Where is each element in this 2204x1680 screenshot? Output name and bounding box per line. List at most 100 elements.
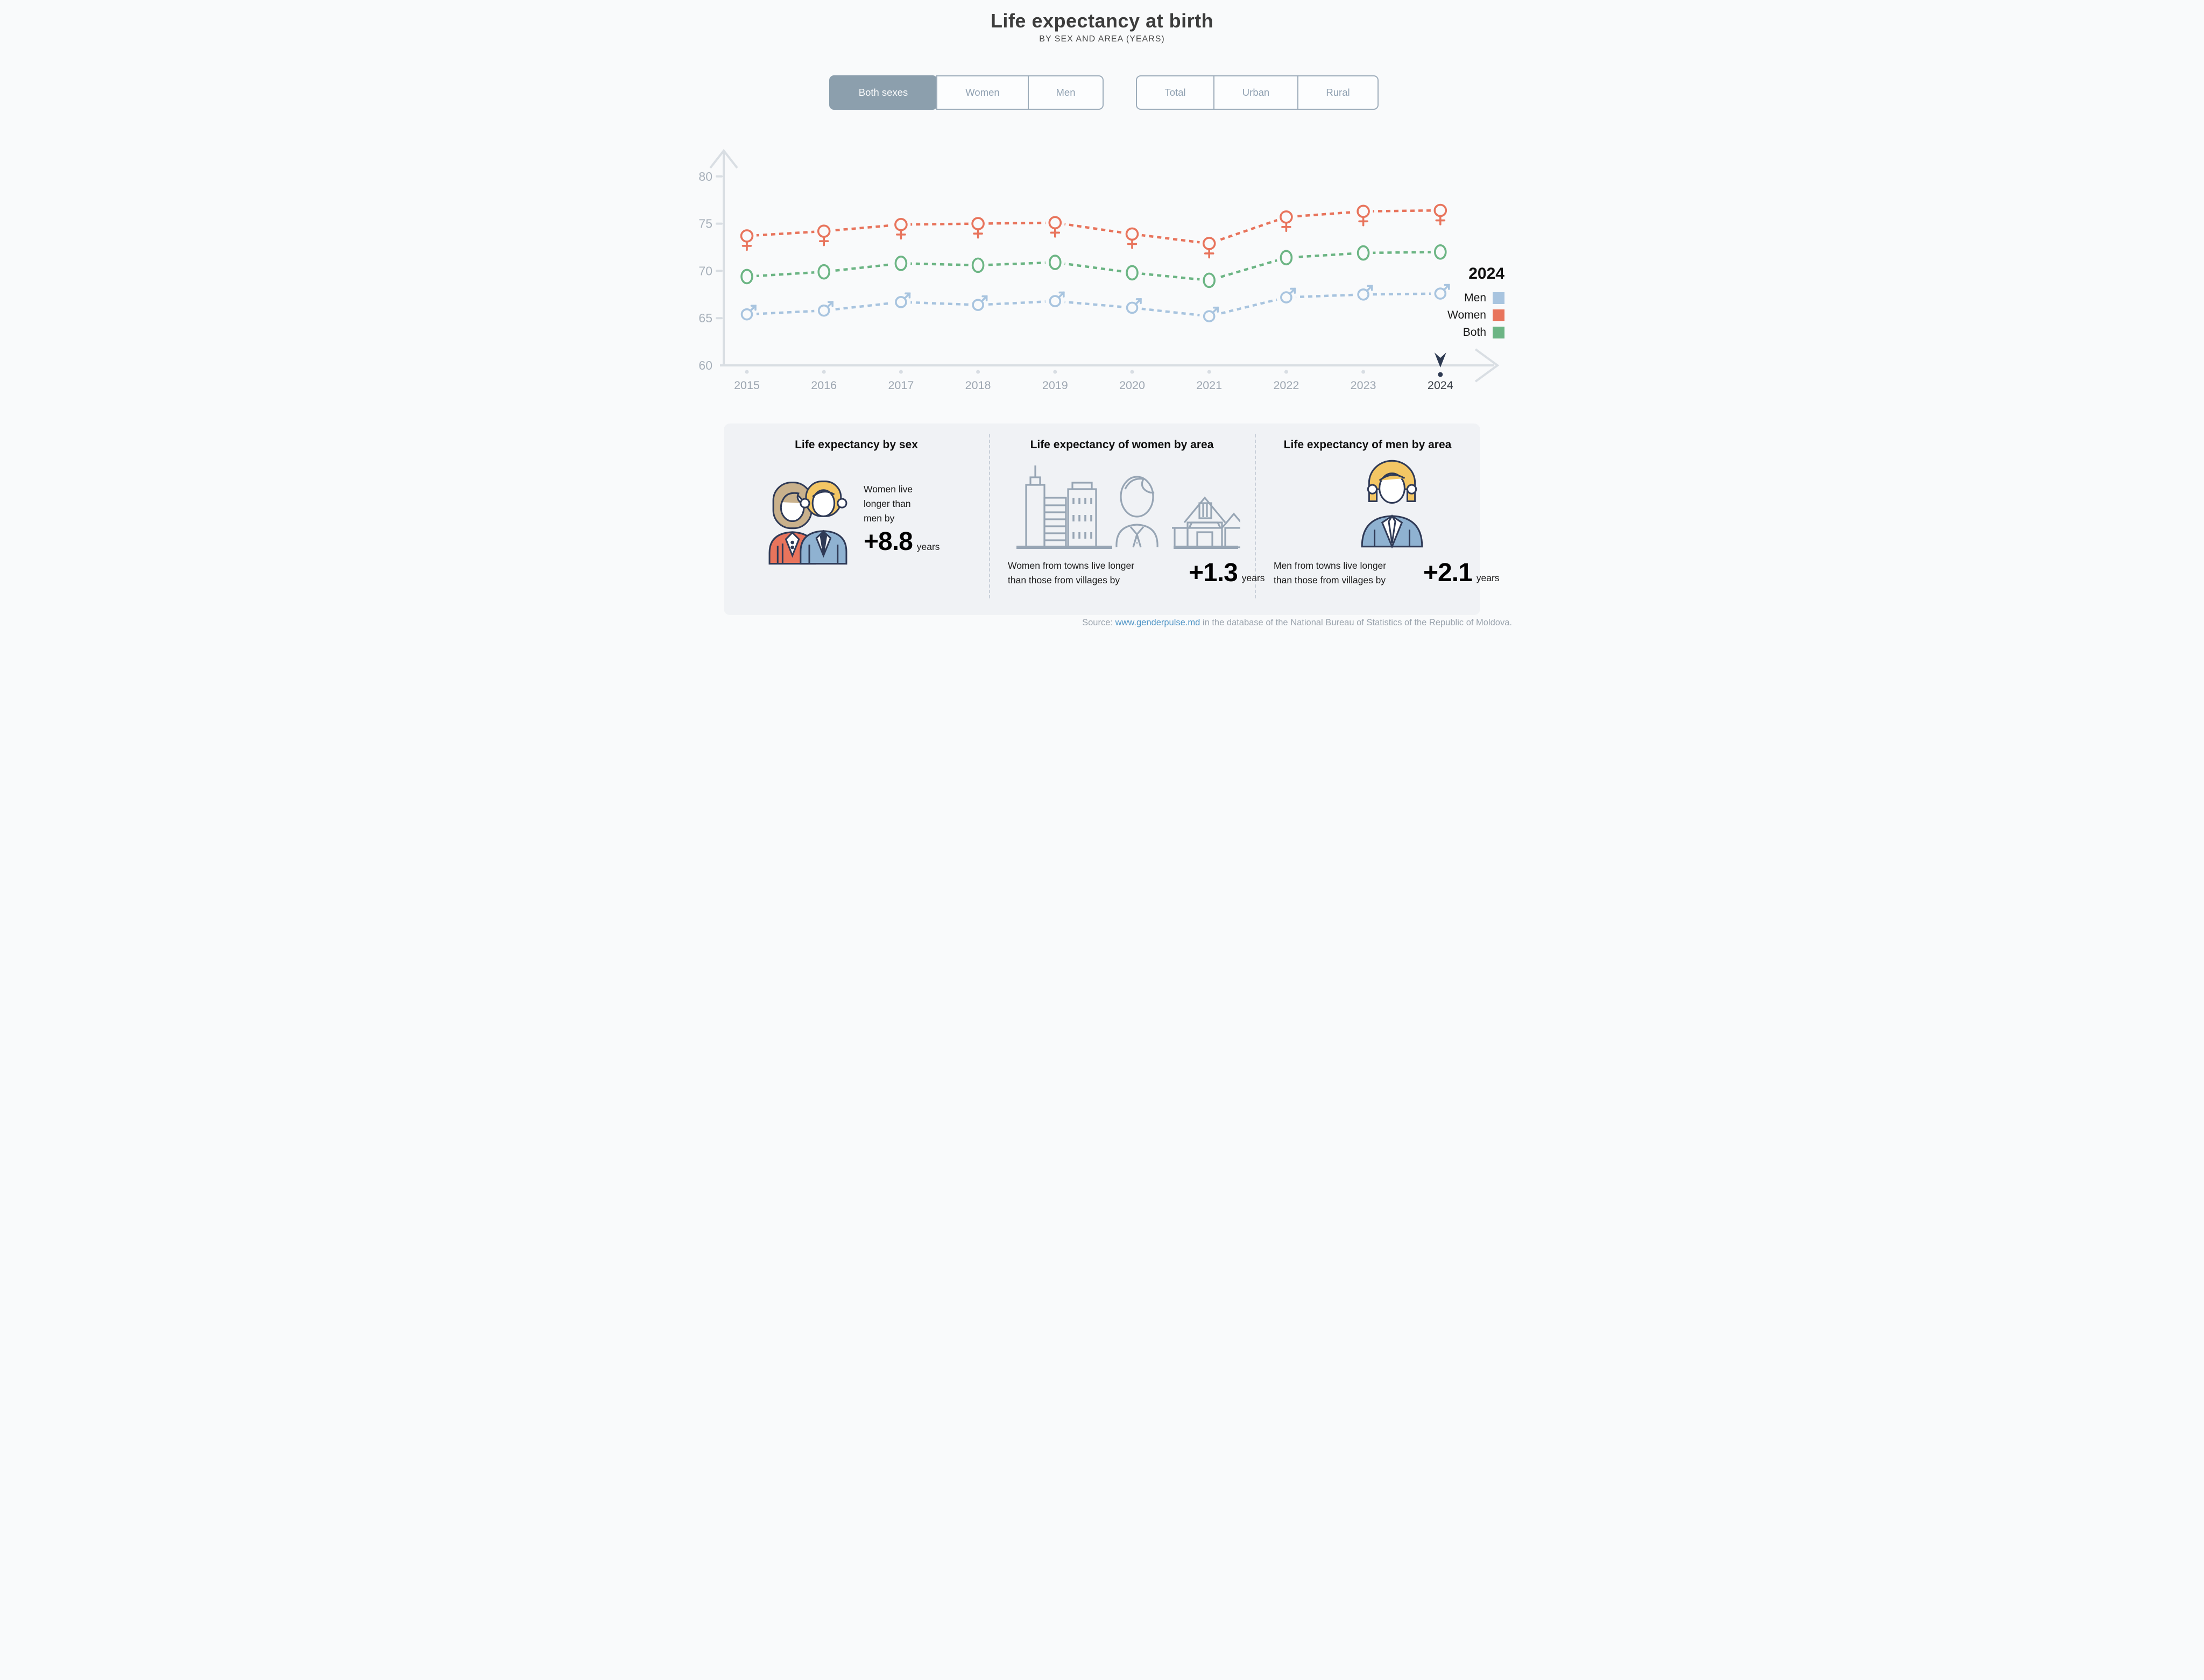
marker-halo bbox=[1199, 234, 1219, 253]
y-axis-arrow-icon bbox=[709, 149, 738, 169]
data-point-men-2024[interactable] bbox=[1434, 284, 1450, 300]
life-expectancy-line-chart: 60 65 70 75 80 2015 2016 2017 2018 2019 2020 2021 20… bbox=[698, 149, 1500, 392]
source-line: Source: www.genderpulse.md in the databa… bbox=[1082, 618, 1512, 628]
data-point-men-2017[interactable] bbox=[895, 292, 911, 308]
data-point-both-2023[interactable] bbox=[1357, 245, 1370, 261]
chart-legend: 2024 Men Women Both bbox=[1447, 265, 1504, 339]
card-sex-unit: years bbox=[916, 541, 940, 553]
data-point-women-2023[interactable] bbox=[1357, 204, 1370, 227]
data-point-women-2020[interactable] bbox=[1125, 227, 1139, 249]
card-sex-value: +8.8 bbox=[864, 527, 913, 556]
x-axis-year-label-2020[interactable]: 2020 bbox=[1119, 379, 1145, 392]
series-line-men bbox=[746, 292, 1440, 317]
city-woman-house-icon bbox=[1016, 465, 1247, 549]
data-point-women-2024[interactable] bbox=[1433, 203, 1447, 225]
data-point-both-2020[interactable] bbox=[1126, 265, 1139, 281]
data-point-men-2019[interactable] bbox=[1049, 291, 1065, 307]
segment-area-rural[interactable]: Rural bbox=[1297, 75, 1379, 110]
marker-halo bbox=[891, 215, 911, 235]
area-filter-segmented-control: Total Urban Rural bbox=[1136, 75, 1379, 110]
man-icon bbox=[1361, 460, 1423, 549]
data-point-both-2016[interactable] bbox=[817, 264, 830, 280]
x-axis-year-label-2015[interactable]: 2015 bbox=[734, 379, 760, 392]
legend-swatch-men bbox=[1493, 292, 1504, 304]
card-men-area-value: +2.1 bbox=[1423, 559, 1473, 587]
card-divider bbox=[989, 434, 990, 598]
data-point-women-2021[interactable] bbox=[1202, 237, 1216, 259]
data-point-women-2019[interactable] bbox=[1048, 216, 1062, 238]
card-men-area-text-line: than those from villages by bbox=[1274, 574, 1386, 585]
data-point-men-2023[interactable] bbox=[1357, 285, 1373, 301]
card-men-area-unit: years bbox=[1476, 573, 1500, 583]
x-axis-year-label-2019[interactable]: 2019 bbox=[1042, 379, 1068, 392]
data-point-women-2018[interactable] bbox=[971, 217, 985, 239]
marker-halo bbox=[1430, 201, 1450, 221]
card-women-area-text-line: Women from towns live longer bbox=[1008, 560, 1135, 571]
x-axis-year-label-2023[interactable]: 2023 bbox=[1351, 379, 1376, 392]
x-axis-year-label-2021[interactable]: 2021 bbox=[1196, 379, 1222, 392]
source-suffix: in the database of the National Bureau o… bbox=[1200, 618, 1512, 627]
segment-area-urban[interactable]: Urban bbox=[1213, 75, 1298, 110]
marker-halo bbox=[1276, 207, 1296, 227]
legend-item-both: Both bbox=[1447, 326, 1504, 339]
x-axis-year-label-2017[interactable]: 2017 bbox=[888, 379, 914, 392]
data-point-women-2017[interactable] bbox=[894, 218, 908, 240]
data-point-men-2021[interactable] bbox=[1203, 306, 1219, 322]
y-axis-tick-label: 70 bbox=[698, 264, 712, 278]
legend-swatch-women bbox=[1493, 309, 1504, 321]
marker-halo bbox=[1353, 201, 1373, 221]
data-point-men-2020[interactable] bbox=[1126, 298, 1142, 314]
source-link[interactable]: www.genderpulse.md bbox=[1115, 618, 1200, 627]
legend-item-label: Men bbox=[1464, 292, 1486, 304]
data-point-both-2018[interactable] bbox=[971, 257, 985, 273]
x-axis-year-label-2018[interactable]: 2018 bbox=[965, 379, 991, 392]
x-axis-tick-dot bbox=[1361, 370, 1366, 374]
legend-item-label: Both bbox=[1463, 326, 1486, 338]
data-point-women-2015[interactable] bbox=[740, 229, 754, 251]
data-point-both-2024[interactable] bbox=[1434, 244, 1447, 260]
data-point-both-2021[interactable] bbox=[1203, 272, 1216, 288]
segment-sex-men[interactable]: Men bbox=[1028, 75, 1104, 110]
y-axis-tick-label: 60 bbox=[698, 358, 712, 372]
data-point-both-2022[interactable] bbox=[1280, 250, 1293, 266]
legend-item-men: Men bbox=[1447, 292, 1504, 305]
y-axis-tick-label: 65 bbox=[698, 311, 712, 325]
data-point-men-2018[interactable] bbox=[972, 295, 988, 311]
series-line-both bbox=[746, 251, 1440, 282]
segment-sex-both-sexes[interactable]: Both sexes bbox=[829, 75, 937, 110]
data-point-men-2015[interactable] bbox=[740, 305, 757, 321]
card-sex-title: Life expectancy by sex bbox=[795, 439, 918, 451]
legend-swatch-both bbox=[1493, 327, 1504, 338]
x-axis-tick-dot bbox=[822, 370, 826, 374]
data-point-women-2016[interactable] bbox=[817, 224, 831, 246]
x-axis-year-label-2016[interactable]: 2016 bbox=[811, 379, 837, 392]
y-axis-tick-label: 80 bbox=[698, 170, 712, 183]
x-axis-year-label-2024[interactable]: 2024 bbox=[1428, 379, 1453, 392]
x-axis-tick-dot bbox=[745, 370, 749, 374]
card-women-area-unit: years bbox=[1241, 573, 1265, 583]
card-women-area-title: Life expectancy of women by area bbox=[1030, 439, 1214, 451]
page: Life expectancy at birth BY SEX AND AREA… bbox=[689, 0, 1515, 630]
data-point-women-2022[interactable] bbox=[1280, 210, 1293, 232]
segment-area-total[interactable]: Total bbox=[1136, 75, 1214, 110]
data-point-both-2019[interactable] bbox=[1048, 255, 1062, 270]
marker-halo bbox=[1122, 224, 1142, 244]
segment-sex-women[interactable]: Women bbox=[936, 75, 1029, 110]
sex-filter-segmented-control: Both sexes Women Men bbox=[829, 75, 1104, 110]
data-point-men-2022[interactable] bbox=[1280, 287, 1296, 303]
data-point-both-2015[interactable] bbox=[740, 269, 753, 285]
data-point-men-2016[interactable] bbox=[817, 301, 833, 317]
series-line-women bbox=[746, 209, 1440, 245]
marker-halo bbox=[968, 214, 988, 234]
year-marker[interactable] bbox=[1434, 352, 1446, 368]
marker-halo bbox=[737, 226, 757, 246]
card-women-area-text-line: than those from villages by bbox=[1008, 574, 1120, 585]
source-prefix: Source: bbox=[1082, 618, 1115, 627]
data-point-both-2017[interactable] bbox=[894, 256, 908, 271]
x-axis-tick-dot bbox=[1130, 370, 1134, 374]
x-axis-year-label-2022[interactable]: 2022 bbox=[1273, 379, 1299, 392]
card-men-area-text-line: Men from towns live longer bbox=[1274, 560, 1387, 571]
x-axis-tick-dot bbox=[899, 370, 903, 374]
legend-year-label: 2024 bbox=[1468, 265, 1504, 283]
woman-and-man-icon bbox=[768, 481, 847, 565]
